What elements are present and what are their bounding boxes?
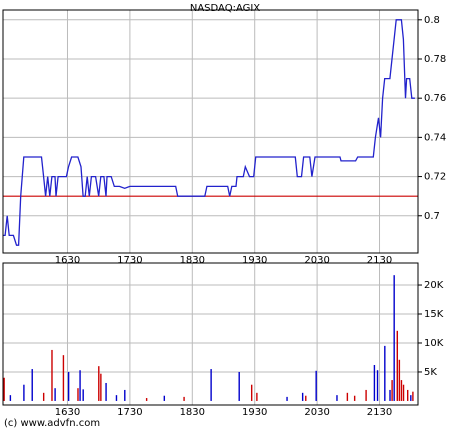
price-line <box>3 19 415 246</box>
y-tick-label: 10K <box>424 338 444 349</box>
y-tick-label: 0.74 <box>424 132 446 143</box>
volume-bar <box>373 365 376 401</box>
volume-bar <box>79 370 81 401</box>
volume-bar <box>389 389 391 401</box>
x-tick-label: 1830 <box>180 255 205 266</box>
volume-bar <box>23 384 25 401</box>
volume-bar <box>77 388 79 401</box>
plot-frame <box>2 9 419 254</box>
y-tick-label: 0.78 <box>424 54 446 65</box>
x-tick-label: 1630 <box>55 255 80 266</box>
volume-bar <box>376 370 379 401</box>
volume-bar <box>67 371 70 401</box>
y-tick-label: 0.8 <box>424 15 440 26</box>
volume-bar <box>305 395 307 401</box>
volume-bar <box>98 366 100 401</box>
volume-bar <box>210 369 212 401</box>
x-tick-label: 1730 <box>117 255 142 266</box>
volume-bar <box>410 395 412 401</box>
y-tick-label: 0.72 <box>424 172 446 183</box>
volume-bar <box>124 389 126 401</box>
volume-bar <box>346 392 349 401</box>
volume-bar <box>51 349 53 401</box>
volume-bar <box>336 395 338 401</box>
x-tick-label: 2030 <box>304 407 329 418</box>
volume-bar <box>31 369 33 401</box>
volume-bar <box>62 355 65 401</box>
volume-bar <box>400 380 403 401</box>
x-tick-label: 1930 <box>242 255 267 266</box>
volume-bar <box>9 395 12 401</box>
x-tick-label: 2030 <box>304 255 329 266</box>
volume-bar <box>412 391 414 401</box>
volume-bar <box>286 396 288 401</box>
y-tick-label: 20K <box>424 280 444 291</box>
x-tick-label: 1830 <box>180 407 205 418</box>
volume-bar <box>301 392 304 401</box>
volume-bar <box>250 384 253 401</box>
volume-bar <box>391 380 393 401</box>
volume-bar <box>353 395 356 401</box>
x-tick-label: 1630 <box>55 407 80 418</box>
volume-bar <box>396 330 398 401</box>
volume-bar <box>183 396 185 401</box>
volume-bar <box>145 398 148 401</box>
volume-bar <box>82 389 84 401</box>
volume-bar <box>393 275 395 401</box>
volume-bar <box>105 382 107 401</box>
y-tick-label: 15K <box>424 309 444 320</box>
y-tick-label: 0.7 <box>424 211 440 222</box>
volume-bar <box>406 389 409 401</box>
volume-bar <box>163 395 166 401</box>
volume-bar <box>3 377 5 401</box>
x-tick-label: 1730 <box>117 407 142 418</box>
volume-bar <box>398 359 401 401</box>
volume-bar <box>402 384 405 401</box>
volume-bar <box>315 370 317 401</box>
volume-bar <box>42 392 45 401</box>
footer: (c) www.advfn.com <box>4 418 100 429</box>
volume-bar <box>54 388 56 401</box>
volume-bar <box>100 373 102 401</box>
plot-frame <box>2 262 419 406</box>
volume-bar <box>384 345 386 401</box>
x-tick-label: 2130 <box>367 407 392 418</box>
chart-title: NASDAQ:AGIX <box>190 3 260 14</box>
volume-bar <box>238 371 240 401</box>
volume-bar <box>115 395 118 401</box>
volume-bar <box>365 389 367 401</box>
volume-bar <box>256 392 258 401</box>
x-tick-label: 1930 <box>242 407 267 418</box>
y-tick-label: 5K <box>424 367 437 378</box>
x-tick-label: 2130 <box>367 255 392 266</box>
y-tick-label: 0.76 <box>424 93 446 104</box>
